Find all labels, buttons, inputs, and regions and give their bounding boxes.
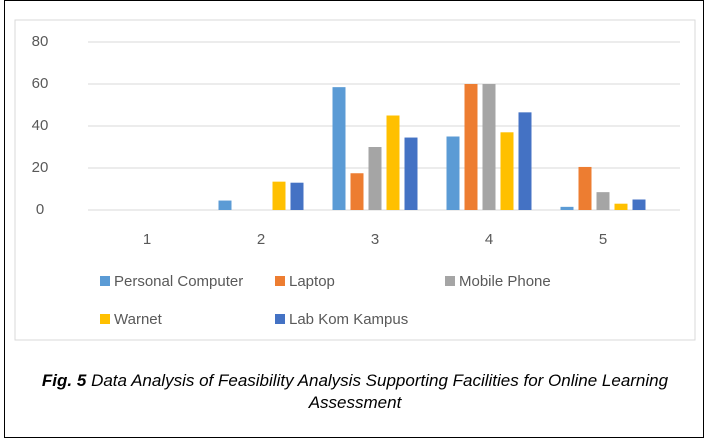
legend-label: Laptop bbox=[289, 273, 335, 290]
caption-label: Fig. 5 bbox=[41, 371, 87, 390]
bar bbox=[578, 166, 592, 210]
y-tick-label: 80 bbox=[32, 33, 49, 50]
bar bbox=[332, 87, 346, 210]
bar bbox=[596, 192, 610, 210]
y-tick-label: 40 bbox=[32, 117, 49, 134]
legend-swatch bbox=[275, 314, 285, 324]
bar bbox=[518, 112, 532, 210]
figure-frame bbox=[4, 0, 704, 438]
x-tick-label: 4 bbox=[485, 231, 493, 248]
legend-label: Mobile Phone bbox=[459, 273, 551, 290]
bar bbox=[350, 173, 364, 210]
y-tick-label: 60 bbox=[32, 75, 49, 92]
bar bbox=[386, 115, 400, 210]
legend-label: Personal Computer bbox=[114, 273, 243, 290]
bar bbox=[614, 203, 628, 210]
x-tick-label: 3 bbox=[371, 231, 379, 248]
bar bbox=[290, 182, 304, 210]
bar bbox=[368, 147, 382, 210]
bar bbox=[218, 200, 232, 210]
legend-label: Lab Kom Kampus bbox=[289, 311, 408, 328]
legend-swatch bbox=[275, 276, 285, 286]
bar bbox=[272, 181, 286, 210]
legend-swatch bbox=[100, 276, 110, 286]
chart-border bbox=[14, 19, 696, 341]
x-tick-label: 1 bbox=[143, 231, 151, 248]
bar bbox=[464, 84, 478, 210]
bar bbox=[404, 137, 418, 210]
y-tick-label: 20 bbox=[32, 159, 49, 176]
bar bbox=[560, 206, 574, 210]
x-tick-label: 2 bbox=[257, 231, 265, 248]
y-tick-label: 0 bbox=[36, 201, 44, 218]
bar bbox=[500, 132, 514, 210]
x-tick-label: 5 bbox=[599, 231, 607, 248]
caption: Fig. 5 Data Analysis of Feasibility Anal… bbox=[40, 370, 670, 414]
legend-swatch bbox=[445, 276, 455, 286]
caption-text: Data Analysis of Feasibility Analysis Su… bbox=[91, 371, 669, 412]
legend-swatch bbox=[100, 314, 110, 324]
bar bbox=[482, 84, 496, 210]
bar bbox=[632, 199, 646, 210]
legend-label: Warnet bbox=[114, 311, 163, 328]
bar bbox=[446, 136, 460, 210]
